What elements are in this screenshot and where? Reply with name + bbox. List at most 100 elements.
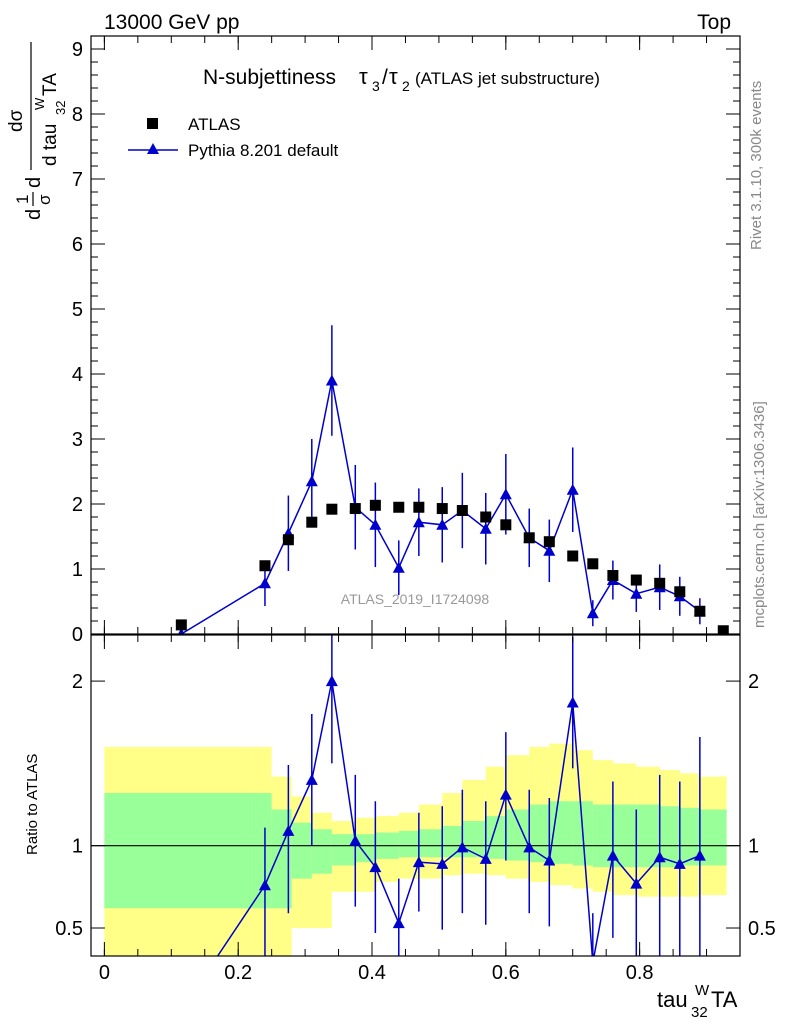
band-green-11	[462, 821, 486, 858]
ylabel-sub: 32	[53, 101, 68, 115]
pythia-point-1	[258, 577, 271, 589]
atlas-point-0	[175, 619, 187, 631]
chart-title: N-subjettiness τ 3 / τ 2 (ATLAS jet subs…	[203, 64, 600, 94]
atlas-point-16	[587, 558, 599, 570]
ratio-point-12	[499, 788, 512, 800]
atlas-point-10	[456, 505, 468, 516]
atlas-point-11	[480, 511, 492, 523]
ylabel-dsigma: dσ	[6, 109, 27, 132]
atlas-point-6	[369, 499, 381, 511]
title-tau2: τ	[389, 64, 398, 89]
main-ytick-label-8: 8	[72, 104, 83, 126]
band-green-5	[331, 834, 356, 866]
band-green-0	[104, 793, 252, 909]
atlas-point-19	[654, 577, 666, 589]
ylabel-d2: d	[23, 177, 45, 188]
ratio-ytick-label-0: 0.5	[55, 918, 83, 940]
title-sub3: 3	[372, 78, 380, 94]
ylabel-sup: W	[32, 97, 47, 110]
band-green-12	[485, 816, 506, 859]
ratio-point-11	[479, 852, 492, 864]
atlas-point-4	[326, 503, 338, 515]
ratio-ytick-label-right-2: 2	[748, 671, 759, 693]
xtick-label-3: 0.6	[492, 962, 520, 984]
title-sub2: 2	[402, 78, 410, 94]
ratio-ytick-label-right-0: 0.5	[748, 918, 776, 940]
atlas-point-17	[607, 570, 619, 581]
watermark: ATLAS_2019_I1724098	[341, 591, 490, 607]
ratio-point-7	[392, 917, 405, 929]
main-ytick-label-7: 7	[72, 169, 83, 191]
band-green-6	[355, 834, 376, 863]
pythia-point-4	[325, 374, 338, 386]
band-green-17	[592, 804, 613, 868]
band-green-18	[612, 804, 637, 868]
band-green-20	[659, 806, 680, 868]
ratio-ytick-label-2: 2	[72, 671, 83, 693]
ratio-plot-layer	[175, 635, 706, 1015]
legend-marker-pythia	[147, 143, 159, 154]
xlabel-sub: 32	[691, 1004, 708, 1021]
atlas-point-14	[543, 536, 555, 548]
title-main: N-subjettiness	[203, 66, 336, 89]
ratio-point-15	[566, 696, 579, 708]
pythia-line	[180, 380, 701, 634]
xtick-label-1: 0.2	[224, 962, 252, 984]
band-green-8	[398, 830, 419, 858]
main-ytick-label-2: 2	[72, 494, 83, 516]
atlas-point-15	[567, 550, 579, 562]
ratio-point-5	[349, 834, 362, 846]
y-axis-label-main: d 1 σ d dσ d tau W 32 TA	[6, 42, 68, 220]
atlas-point-9	[436, 503, 448, 515]
band-green-21	[679, 807, 700, 866]
ylabel-one: 1	[13, 195, 32, 204]
ratio-point-21	[693, 849, 706, 861]
main-ytick-label-0: 0	[72, 624, 83, 646]
main-ytick-label-9: 9	[72, 39, 83, 61]
atlas-point-3	[306, 516, 318, 528]
ratio-line	[216, 680, 701, 956]
ratio-point-14	[543, 854, 556, 866]
atlas-point-12	[500, 519, 512, 531]
atlas-point-22	[717, 625, 729, 634]
title-suffix: (ATLAS jet substructure)	[415, 69, 600, 88]
ratio-ytick-label-right-1: 1	[748, 836, 759, 858]
ratio-point-18	[630, 877, 643, 889]
pythia-point-8	[412, 516, 425, 528]
atlas-point-20	[674, 586, 686, 598]
title-slash: /	[382, 66, 388, 89]
ratio-point-20	[673, 857, 686, 869]
ratio-point-16	[587, 957, 599, 968]
ratio-ytick-label-1: 1	[72, 836, 83, 858]
xlabel-suffix: TA	[711, 987, 738, 1012]
ratio-point-0	[175, 1004, 187, 1015]
band-green-19	[636, 804, 660, 868]
atlas-point-7	[393, 501, 405, 513]
band-green-14	[529, 804, 550, 863]
ratio-point-3	[305, 773, 318, 785]
pythia-point-12	[499, 488, 512, 500]
pythia-point-18	[630, 587, 643, 599]
band-green-3	[291, 822, 312, 879]
pythia-point-11	[479, 522, 492, 534]
xtick-label-0: 0	[99, 962, 110, 984]
ratio-point-19	[653, 851, 666, 863]
main-ytick-label-3: 3	[72, 429, 83, 451]
legend-label-pythia: Pythia 8.201 default	[188, 141, 339, 160]
band-green-22	[699, 809, 727, 866]
pythia-point-3	[305, 475, 318, 487]
ylabel-sigma: σ	[35, 194, 54, 205]
xlabel-sup: W	[695, 982, 710, 999]
pythia-point-15	[566, 483, 579, 495]
atlas-point-5	[349, 503, 361, 515]
atlas-point-1	[259, 560, 271, 572]
main-plot-layer	[175, 325, 729, 634]
main-ytick-label-6: 6	[72, 234, 83, 256]
ratio-point-17	[606, 849, 619, 861]
ylabel-ta: TA	[40, 73, 61, 96]
ylabel-d1: d	[23, 209, 45, 220]
pythia-point-16	[586, 607, 599, 619]
pythia-point-7	[392, 561, 405, 573]
xtick-label-4: 0.8	[626, 962, 654, 984]
ratio-point-4	[325, 675, 338, 687]
